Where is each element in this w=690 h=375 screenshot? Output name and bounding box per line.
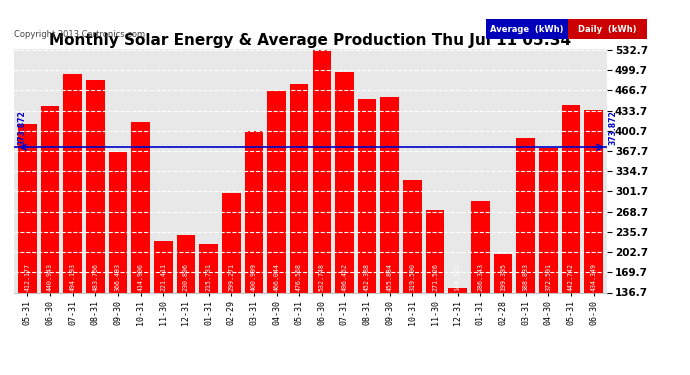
Bar [448,288,467,292]
Bar [584,110,603,292]
Text: 388.833: 388.833 [522,262,529,291]
Text: 400.999: 400.999 [251,262,257,291]
Text: 532.748: 532.748 [319,262,325,291]
Bar [471,201,490,292]
Bar [63,74,82,292]
Bar [290,84,308,292]
Bar [358,99,377,292]
Bar [154,241,172,292]
Text: 144.501: 144.501 [455,262,461,291]
Bar [267,91,286,292]
Text: 452.388: 452.388 [364,262,370,291]
Bar [494,254,512,292]
Bar [131,122,150,292]
Text: 215.731: 215.731 [206,262,212,291]
Bar [426,210,444,292]
Text: 286.343: 286.343 [477,262,484,291]
Text: 373.872: 373.872 [609,111,618,146]
Text: 373.872: 373.872 [18,111,27,146]
Bar [539,148,558,292]
Bar [177,235,195,292]
Text: 494.193: 494.193 [70,262,76,291]
Text: 466.044: 466.044 [273,262,279,291]
Text: 455.884: 455.884 [387,262,393,291]
Text: 271.526: 271.526 [432,262,438,291]
Text: 319.590: 319.590 [409,262,415,291]
Text: 412.177: 412.177 [24,262,30,291]
Text: Copyright 2013 Cartronics.com: Copyright 2013 Cartronics.com [14,30,145,39]
Bar [86,80,105,292]
Bar [562,105,580,292]
Text: 434.349: 434.349 [591,262,597,291]
Text: 414.906: 414.906 [137,262,144,291]
Text: 442.742: 442.742 [568,262,574,291]
Text: 299.271: 299.271 [228,262,234,291]
Bar [41,106,59,292]
Text: 230.896: 230.896 [183,262,189,291]
Text: Average  (kWh): Average (kWh) [491,25,564,34]
Text: 221.411: 221.411 [160,262,166,291]
Bar [403,180,422,292]
Text: 476.568: 476.568 [296,262,302,291]
Title: Monthly Solar Energy & Average Production Thu Jul 11 05:34: Monthly Solar Energy & Average Productio… [50,33,571,48]
Bar [109,152,127,292]
Bar [313,50,331,292]
Text: 372.501: 372.501 [545,262,551,291]
Text: 366.493: 366.493 [115,262,121,291]
Bar [516,138,535,292]
Text: 483.766: 483.766 [92,262,99,291]
Bar [380,97,399,292]
Text: 440.943: 440.943 [47,262,53,291]
Bar [18,124,37,292]
Bar [335,72,354,292]
Text: 496.462: 496.462 [342,262,348,291]
Bar [199,244,218,292]
Bar [222,193,241,292]
Text: Daily  (kWh): Daily (kWh) [578,25,637,34]
Text: 199.395: 199.395 [500,262,506,291]
Bar [244,130,263,292]
